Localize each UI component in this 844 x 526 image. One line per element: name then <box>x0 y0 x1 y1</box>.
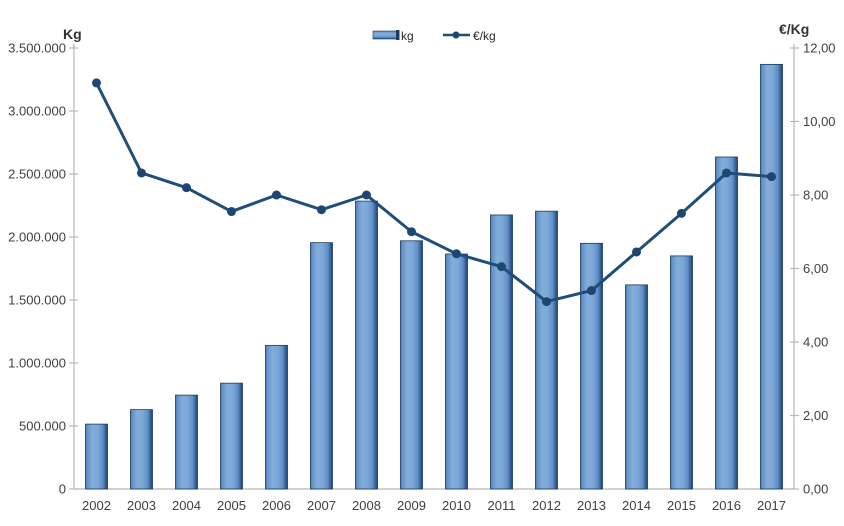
x-label-2003: 2003 <box>127 498 156 513</box>
x-label-2006: 2006 <box>262 498 291 513</box>
line-series-marker-icon <box>452 31 460 39</box>
price-point-2007 <box>317 205 326 215</box>
right-axis-tick-label: 12,00 <box>803 41 836 56</box>
right-axis-tick-label: 8,00 <box>803 188 828 203</box>
legend: kg €/kg <box>372 29 496 43</box>
x-label-2009: 2009 <box>397 498 426 513</box>
bar-2008 <box>355 200 378 490</box>
bar-2015 <box>670 255 693 490</box>
bar-series-swatch-icon <box>372 30 398 40</box>
price-point-2017 <box>767 172 776 182</box>
price-point-2015 <box>677 208 686 218</box>
bar-2010 <box>445 253 468 490</box>
x-label-2008: 2008 <box>352 498 381 513</box>
right-axis-tick-label: 2,00 <box>803 408 828 423</box>
bar-2013 <box>580 242 603 490</box>
price-point-2012 <box>542 297 551 307</box>
bar-2012 <box>535 210 558 490</box>
right-axis-tick-label: 6,00 <box>803 261 828 276</box>
left-axis-tick-label: 3.500.000 <box>8 41 66 56</box>
right-axis-title: €/Kg <box>779 21 809 37</box>
right-axis-tick-label: 0,00 <box>803 482 828 497</box>
bar-2011 <box>490 214 513 490</box>
bar-2006 <box>265 344 288 490</box>
price-point-2005 <box>227 207 236 217</box>
x-label-2010: 2010 <box>442 498 471 513</box>
bar-2014 <box>625 284 648 490</box>
bar-2003 <box>130 409 153 490</box>
price-point-2010 <box>452 249 461 259</box>
x-label-2002: 2002 <box>82 498 111 513</box>
left-axis-tick-label: 2.000.000 <box>8 230 66 245</box>
price-point-2014 <box>632 247 641 257</box>
price-point-2004 <box>182 183 191 193</box>
left-axis-tick-label: 1.000.000 <box>8 356 66 371</box>
price-point-2008 <box>362 190 371 200</box>
left-axis-tick-label: 0 <box>59 482 66 497</box>
line-group <box>92 78 776 307</box>
bar-2017 <box>760 63 783 490</box>
left-axis-tick-label: 500.000 <box>19 419 66 434</box>
x-label-2015: 2015 <box>667 498 696 513</box>
bars-group <box>85 63 783 490</box>
price-point-2002 <box>92 78 101 88</box>
left-axis-tick-label: 3.000.000 <box>8 104 66 119</box>
bar-2009 <box>400 240 423 490</box>
bar-2016 <box>715 156 738 490</box>
bar-series-swatch-cap-icon <box>396 30 400 40</box>
x-label-2012: 2012 <box>532 498 561 513</box>
left-axis-tick-label: 2.500.000 <box>8 167 66 182</box>
bar-2007 <box>310 242 333 490</box>
x-label-2011: 2011 <box>488 498 516 513</box>
price-point-2016 <box>722 168 731 178</box>
x-label-2004: 2004 <box>172 498 201 513</box>
price-point-2003 <box>137 168 146 178</box>
x-label-2016: 2016 <box>712 498 741 513</box>
x-label-2007: 2007 <box>307 498 336 513</box>
left-axis-tick-label: 1.500.000 <box>8 293 66 308</box>
price-point-2009 <box>407 227 416 237</box>
price-point-2011 <box>497 262 506 272</box>
right-axis-tick-label: 10,00 <box>803 114 836 129</box>
x-label-2005: 2005 <box>217 498 246 513</box>
x-label-2017: 2017 <box>757 498 786 513</box>
right-axis-tick-label: 4,00 <box>803 335 828 350</box>
labels-group: 0 500.000 1.000.000 1.500.000 2.000.000 2.500… <box>8 41 835 514</box>
price-point-2013 <box>587 286 596 296</box>
left-axis-title: Kg <box>63 26 82 42</box>
price-point-2006 <box>272 190 281 200</box>
legend-label-eur-kg: €/kg <box>473 29 496 43</box>
bar-2004 <box>175 394 198 490</box>
bar-2002 <box>85 423 108 490</box>
x-label-2013: 2013 <box>577 498 606 513</box>
price-line <box>95 81 773 304</box>
x-label-2014: 2014 <box>622 498 651 513</box>
legend-label-kg: kg <box>401 29 414 43</box>
bar-2005 <box>220 382 243 490</box>
